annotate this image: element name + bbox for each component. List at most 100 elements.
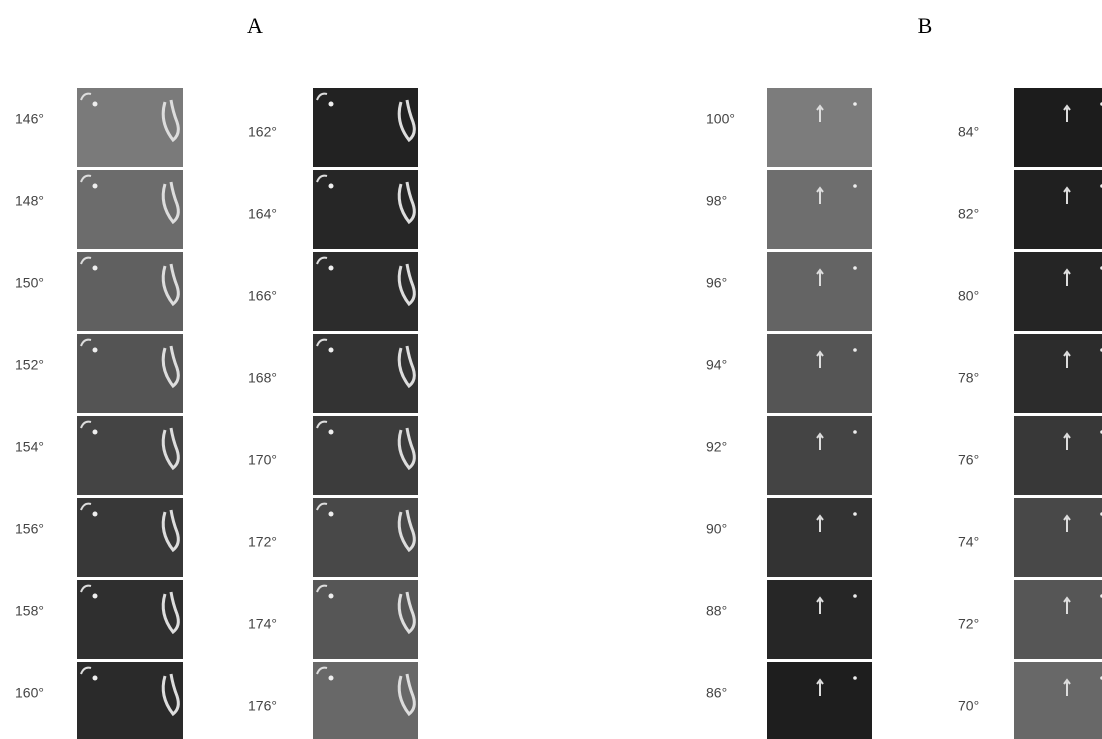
frame: [767, 88, 872, 167]
image-feature: [853, 594, 857, 598]
frame: [313, 88, 418, 167]
frame: [1014, 252, 1102, 331]
frame-image: [77, 662, 183, 739]
image-feature: [329, 102, 334, 107]
angle-label: 160°: [15, 685, 44, 701]
image-feature: [329, 676, 334, 681]
frame-image: [767, 498, 872, 577]
angle-label: 170°: [248, 452, 277, 468]
frame: [767, 170, 872, 249]
frame: [313, 170, 418, 249]
frame-image: [1014, 662, 1102, 739]
frame: [313, 580, 418, 659]
frame: [77, 170, 183, 249]
frame: [313, 662, 418, 739]
panel-label: A: [247, 13, 263, 38]
angle-label: 158°: [15, 603, 44, 619]
image-feature: [93, 102, 98, 107]
image-feature: [853, 676, 857, 680]
frame-image: [1014, 498, 1102, 577]
figure: A 146° 148° 150° 152° 154° 156° 158° 160° 162° 164…: [0, 0, 1102, 739]
angle-label: 86°: [706, 685, 727, 701]
frame: [1014, 580, 1102, 659]
image-feature: [93, 512, 98, 517]
angle-label: 78°: [958, 370, 979, 386]
angle-label: 154°: [15, 439, 44, 455]
frame-image: [767, 580, 872, 659]
frame: [313, 416, 418, 495]
angle-label: 80°: [958, 288, 979, 304]
frame-image: [1014, 334, 1102, 413]
image-feature: [329, 512, 334, 517]
frame-image: [1014, 416, 1102, 495]
frame: [767, 580, 872, 659]
image-feature: [853, 266, 857, 270]
frame: [767, 498, 872, 577]
angle-label: 164°: [248, 206, 277, 222]
frame: [77, 88, 183, 167]
angle-label: 96°: [706, 275, 727, 291]
image-feature: [853, 512, 857, 516]
angle-label: 166°: [248, 288, 277, 304]
frame-image: [767, 416, 872, 495]
frame: [1014, 334, 1102, 413]
angle-label: 94°: [706, 357, 727, 373]
angle-label: 90°: [706, 521, 727, 537]
image-feature: [93, 266, 98, 271]
frame: [77, 416, 183, 495]
page: A 146° 148° 150° 152° 154° 156° 158° 160° 162° 164…: [0, 0, 1102, 739]
angle-label: 100°: [706, 111, 735, 127]
frame: [1014, 170, 1102, 249]
image-feature: [853, 184, 857, 188]
frame-image: [1014, 580, 1102, 659]
image-feature: [853, 102, 857, 106]
angle-label: 82°: [958, 206, 979, 222]
image-feature: [853, 348, 857, 352]
angle-label: 152°: [15, 357, 44, 373]
angle-label: 76°: [958, 452, 979, 468]
frame: [767, 334, 872, 413]
angle-label: 156°: [15, 521, 44, 537]
frame: [77, 580, 183, 659]
panel-label: B: [918, 13, 933, 38]
image-feature: [93, 594, 98, 599]
image-feature: [329, 348, 334, 353]
angle-label: 72°: [958, 616, 979, 632]
frame: [1014, 498, 1102, 577]
image-feature: [329, 430, 334, 435]
angle-label: 98°: [706, 193, 727, 209]
frame: [77, 498, 183, 577]
angle-label: 168°: [248, 370, 277, 386]
angle-label: 88°: [706, 603, 727, 619]
angle-label: 176°: [248, 698, 277, 714]
frame-image: [767, 252, 872, 331]
frame: [1014, 662, 1102, 739]
image-feature: [329, 594, 334, 599]
frame: [1014, 416, 1102, 495]
frame: [77, 252, 183, 331]
frame-image: [1014, 252, 1102, 331]
frame-image: [767, 662, 872, 739]
frame: [1014, 88, 1102, 167]
angle-label: 84°: [958, 124, 979, 140]
frame: [313, 252, 418, 331]
angle-label: 148°: [15, 193, 44, 209]
angle-label: 74°: [958, 534, 979, 550]
angle-label: 150°: [15, 275, 44, 291]
image-feature: [93, 676, 98, 681]
frame-image: [767, 170, 872, 249]
image-feature: [329, 184, 334, 189]
frame: [767, 416, 872, 495]
angle-label: 70°: [958, 698, 979, 714]
frame: [313, 498, 418, 577]
angle-label: 172°: [248, 534, 277, 550]
frame: [767, 252, 872, 331]
angle-label: 162°: [248, 124, 277, 140]
frame-image: [1014, 88, 1102, 167]
angle-label: 146°: [15, 111, 44, 127]
image-feature: [853, 430, 857, 434]
image-feature: [93, 430, 98, 435]
image-feature: [93, 184, 98, 189]
frame-image: [1014, 170, 1102, 249]
angle-label: 174°: [248, 616, 277, 632]
